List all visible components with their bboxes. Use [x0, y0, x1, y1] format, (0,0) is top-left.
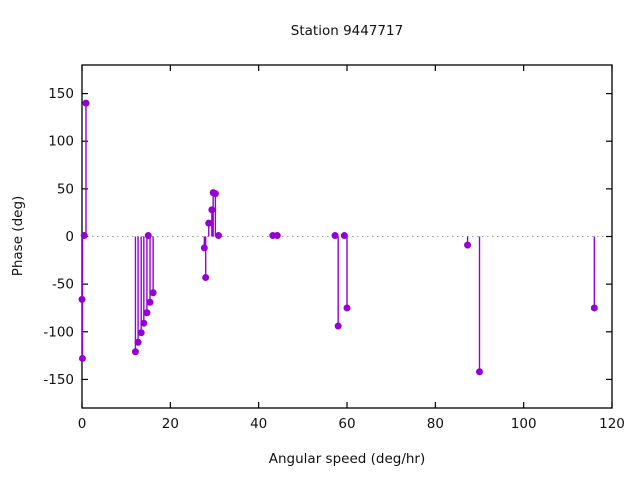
data-point: [131, 348, 139, 356]
y-tick-label: -150: [43, 372, 74, 388]
chart-title: Station 9447717: [290, 23, 404, 39]
data-point: [590, 304, 598, 312]
data-point: [146, 298, 154, 306]
data-point: [340, 232, 348, 240]
data-point: [200, 244, 208, 252]
data-point: [140, 319, 148, 327]
data-point: [80, 232, 88, 240]
data-point: [208, 206, 216, 214]
x-tick-label: 100: [511, 416, 537, 432]
x-tick-label: 120: [599, 416, 625, 432]
y-tick-label: -50: [52, 277, 74, 293]
data-point: [149, 289, 157, 297]
data-point: [476, 368, 483, 376]
data-point: [214, 232, 222, 240]
data-point: [82, 99, 90, 107]
y-tick-label: 0: [65, 229, 74, 245]
data-point: [334, 322, 342, 330]
data-point: [202, 273, 210, 281]
y-tick-label: 150: [48, 86, 74, 102]
x-tick-label: 20: [162, 416, 179, 432]
y-tick-label: -100: [43, 324, 74, 340]
x-tick-label: 60: [338, 416, 355, 432]
y-axis-label: Phase (deg): [10, 195, 26, 277]
y-tick-label: 50: [57, 181, 74, 197]
y-tick-label: 100: [48, 134, 74, 150]
data-point: [78, 295, 86, 303]
data-point: [464, 241, 472, 249]
x-tick-label: 0: [78, 416, 87, 432]
data-point: [134, 338, 142, 346]
data-point: [144, 232, 152, 240]
data-point: [211, 190, 219, 198]
x-tick-label: 80: [427, 416, 444, 432]
x-axis-label: Angular speed (deg/hr): [268, 451, 426, 467]
data-point: [205, 219, 213, 227]
data-point: [331, 232, 339, 240]
data-point: [273, 232, 281, 240]
data-point: [78, 354, 86, 362]
data-point: [343, 304, 351, 312]
data-point: [137, 329, 145, 337]
data-point: [143, 309, 151, 317]
x-tick-label: 40: [250, 416, 267, 432]
